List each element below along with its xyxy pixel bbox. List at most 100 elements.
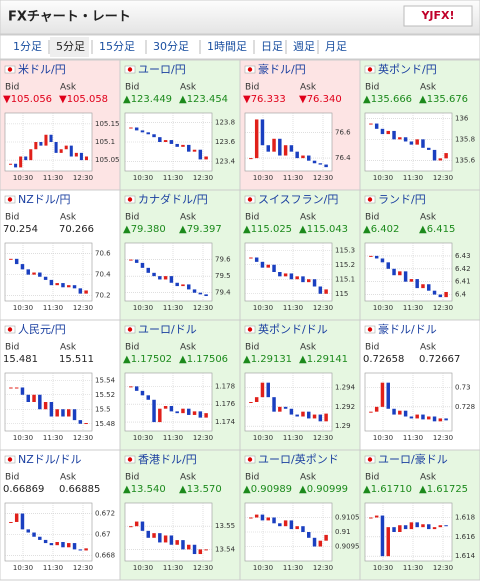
y-tick-label: 0.73 — [455, 384, 471, 392]
candle — [152, 399, 156, 423]
ask-label: Ask — [420, 343, 437, 353]
candle — [301, 411, 305, 417]
candle — [146, 395, 150, 400]
candle — [55, 409, 59, 417]
candle — [43, 539, 48, 544]
candle — [163, 406, 168, 409]
x-tick-label: 10:30 — [253, 304, 273, 312]
candle — [163, 535, 168, 543]
pair-name[interactable]: 香港ドル/円 — [138, 453, 197, 466]
x-tick-label: 10:30 — [373, 174, 393, 182]
candle — [169, 140, 174, 144]
candle — [249, 402, 253, 403]
y-tick-label: 15.54 — [95, 376, 116, 384]
tab[interactable]: 1分足 — [13, 40, 42, 53]
bid-value: ▲13.540 — [123, 484, 166, 495]
candle — [204, 549, 208, 551]
tab[interactable]: 30分足 — [153, 40, 189, 53]
chart-box — [124, 502, 213, 562]
candle — [409, 522, 414, 530]
pair-name[interactable]: 豪ドル/円 — [258, 62, 306, 76]
candle — [392, 268, 396, 276]
candle — [386, 130, 390, 135]
bid-value: 0.66869 — [3, 484, 44, 495]
pair-name[interactable]: 米ドル/円 — [18, 63, 66, 76]
bid-label: Bid — [5, 343, 19, 353]
candle — [84, 290, 88, 294]
chart-box — [244, 502, 333, 562]
x-tick-label: 12:30 — [193, 434, 213, 442]
candle — [260, 261, 265, 268]
candle — [260, 382, 265, 398]
candle — [169, 535, 174, 545]
ask-value: ▲6.415 — [419, 224, 455, 235]
candle — [386, 262, 390, 269]
pair-name[interactable]: ユーロ/ドル — [138, 323, 197, 336]
y-tick-label: 15.52 — [95, 391, 115, 399]
candle — [324, 289, 328, 294]
pair-name[interactable]: 豪ドル/ドル — [378, 322, 437, 336]
x-tick-label: 11:30 — [163, 564, 183, 572]
candle — [204, 294, 208, 297]
candle — [295, 526, 299, 530]
flag-dot — [247, 197, 253, 202]
pair-name[interactable]: ユーロ/英ポンド — [258, 452, 339, 466]
bid-value: ▲1.61710 — [363, 484, 412, 495]
tab[interactable]: 15分足 — [99, 40, 135, 53]
bid-label: Bid — [5, 473, 19, 483]
candle — [204, 413, 208, 418]
candle — [169, 406, 174, 412]
candle — [266, 145, 270, 152]
pair-name[interactable]: カナダドル/円 — [138, 192, 208, 206]
candle — [380, 258, 385, 263]
candle — [26, 529, 30, 533]
candle — [312, 537, 317, 547]
pair-name[interactable]: 英ポンド/円 — [378, 62, 437, 76]
pair-name[interactable]: NZドル/ドル — [18, 453, 81, 466]
tab[interactable]: 日足 — [261, 40, 283, 53]
candle — [272, 517, 276, 524]
candle — [38, 272, 42, 277]
candle — [181, 144, 185, 147]
candle — [34, 142, 38, 150]
candle — [64, 145, 68, 150]
candle — [444, 418, 448, 421]
candle — [39, 142, 43, 146]
tab[interactable]: 月足 — [325, 40, 347, 53]
tab[interactable]: 5分足 — [56, 40, 85, 53]
bid-value: ▼105.056 — [3, 94, 52, 105]
chart-box — [244, 112, 333, 172]
candle — [134, 521, 139, 527]
chart-box — [364, 502, 453, 562]
candle — [409, 279, 414, 282]
ask-label: Ask — [300, 83, 317, 93]
candle — [152, 134, 156, 138]
candle — [432, 149, 437, 161]
candle — [403, 525, 408, 530]
pair-name[interactable]: 英ポンド/ドル — [258, 322, 328, 336]
candle — [369, 411, 373, 413]
tab[interactable]: 1時間足 — [207, 40, 247, 53]
flag-dot — [127, 67, 133, 72]
pair-name[interactable]: 人民元/円 — [18, 323, 66, 336]
flag-dot — [247, 327, 253, 332]
x-tick-label: 11:30 — [403, 174, 423, 182]
candle — [398, 525, 402, 532]
pair-name[interactable]: ランド/円 — [378, 193, 426, 206]
candle — [20, 513, 25, 530]
candle — [427, 524, 431, 530]
pair-name[interactable]: スイスフラン/円 — [258, 193, 338, 206]
flag-dot — [7, 197, 13, 202]
ask-value: 70.266 — [59, 224, 94, 235]
candle — [403, 410, 408, 417]
candle — [278, 406, 282, 412]
bid-label: Bid — [5, 213, 19, 223]
pair-name[interactable]: ユーロ/円 — [138, 63, 186, 76]
y-tick-label: 105.1 — [95, 138, 115, 146]
pair-name[interactable]: ユーロ/豪ドル — [378, 452, 448, 466]
tab[interactable]: 週足 — [293, 40, 315, 53]
pair-name[interactable]: NZドル/円 — [18, 193, 70, 206]
flag-dot — [127, 197, 133, 202]
candle — [192, 289, 197, 293]
y-tick-label: 123.6 — [215, 138, 236, 146]
